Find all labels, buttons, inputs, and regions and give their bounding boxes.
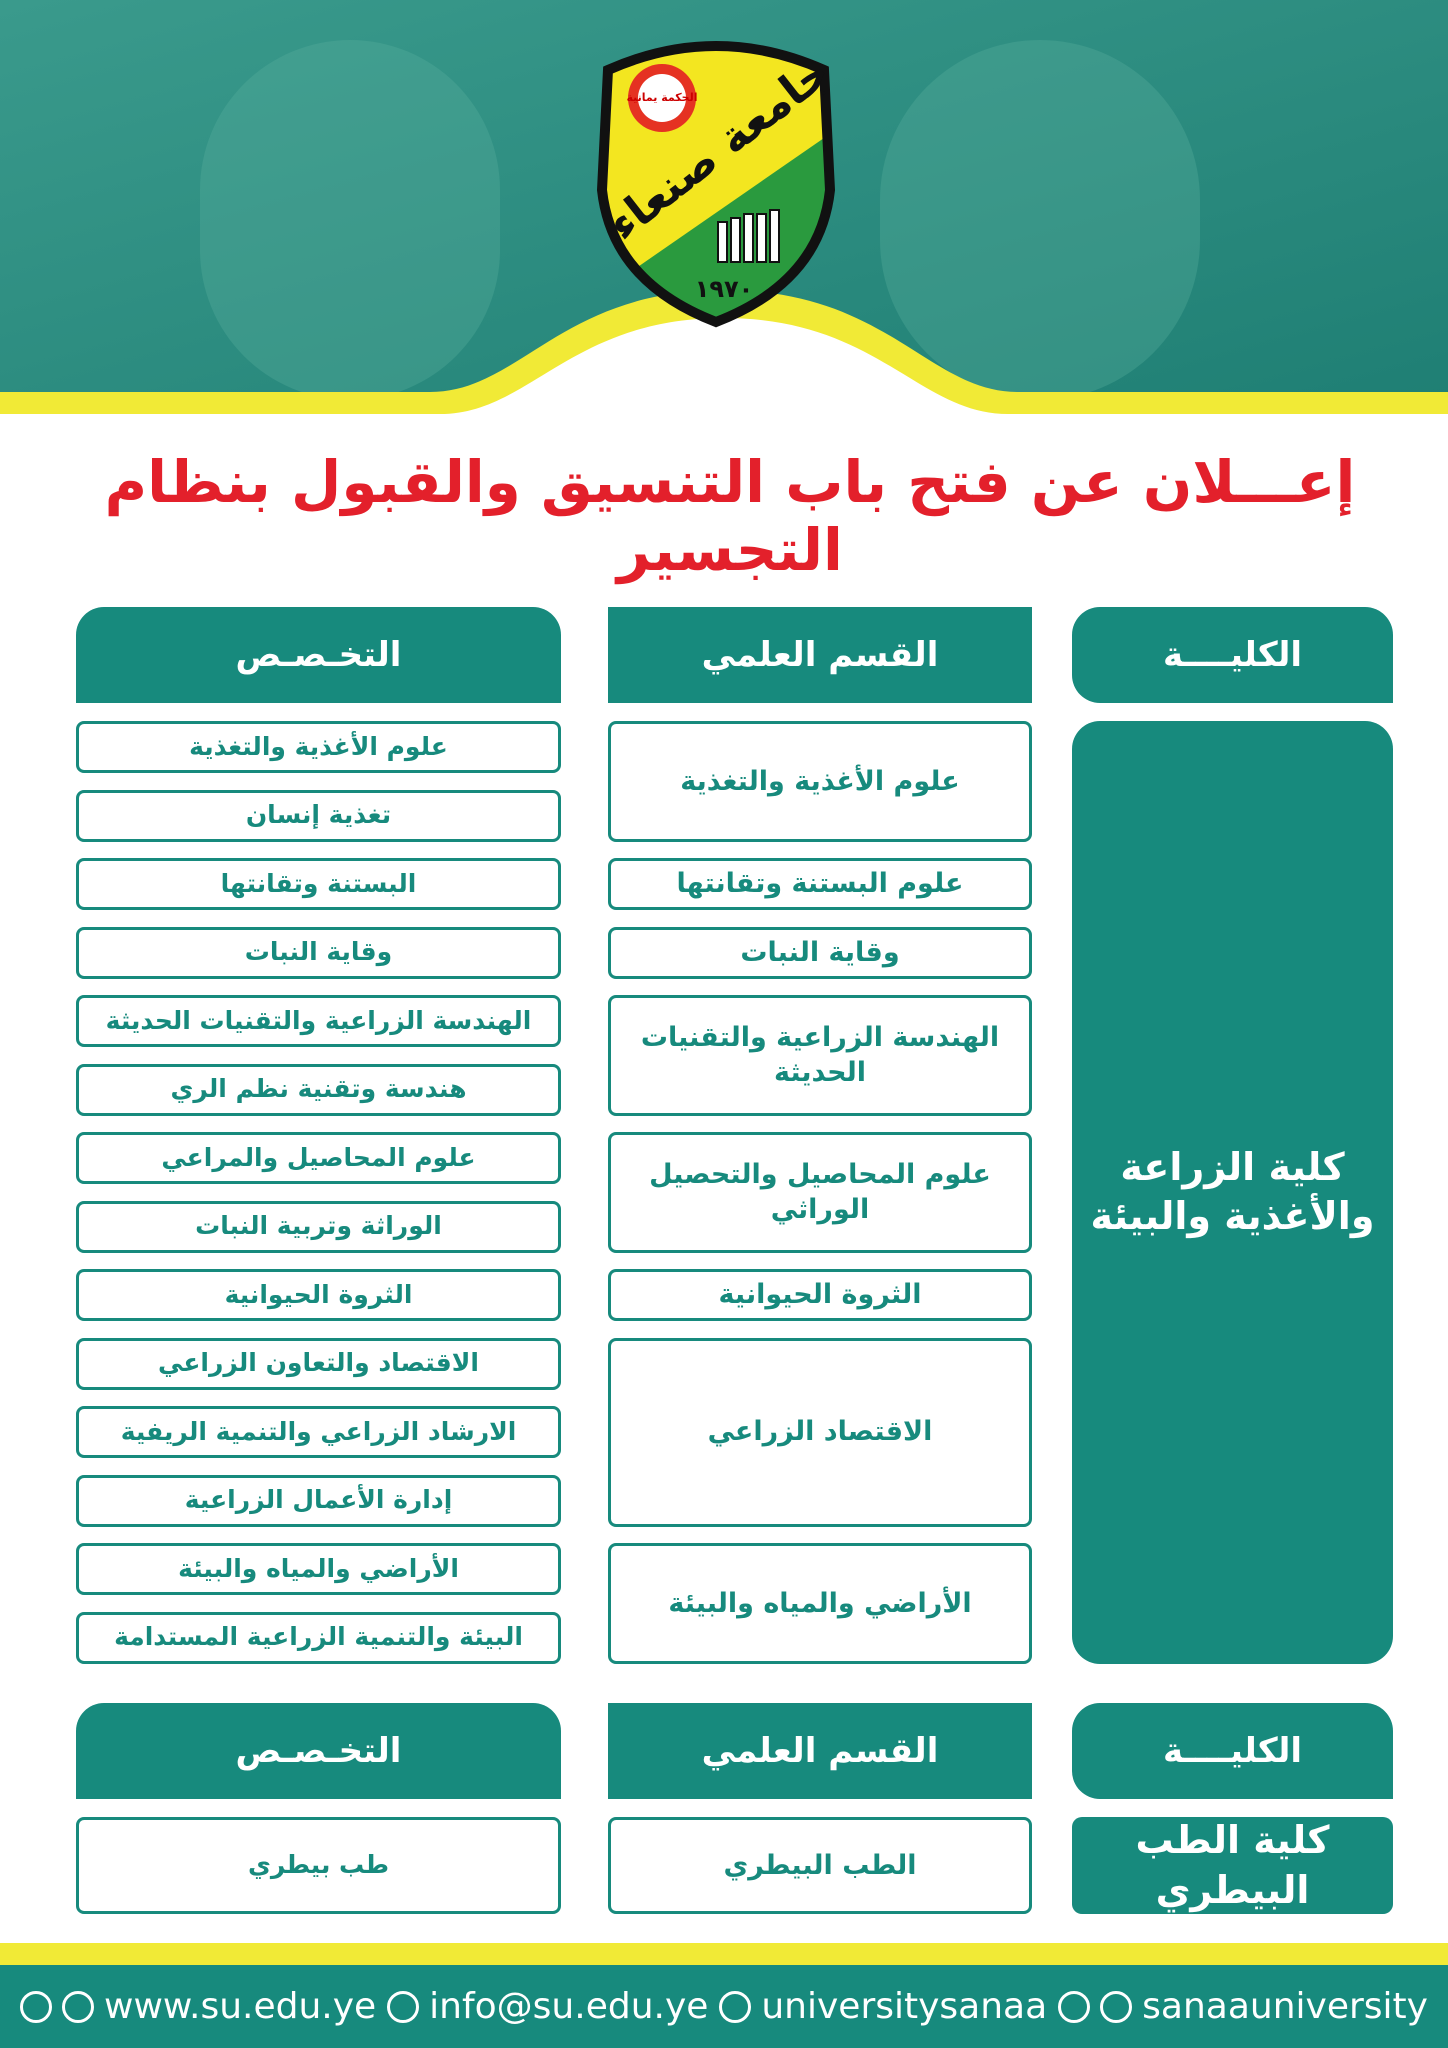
title: إعـــلان عن فتح باب التنسيق والقبول بنظا…	[104, 448, 1356, 584]
social: sanaauniversity	[1142, 1986, 1428, 2027]
specialization: الارشاد الزراعي والتنمية الريفية	[76, 1406, 561, 1458]
column-header: الكليــــة	[1072, 607, 1393, 703]
linkedin-icon	[1058, 1990, 1091, 2023]
department: الثروة الحيوانية	[608, 1269, 1032, 1321]
column-header: التخـصـص	[76, 607, 561, 703]
specialization: علوم المحاصيل والمراعي	[76, 1132, 561, 1184]
specialization: البيئة والتنمية الزراعية المستدامة	[76, 1611, 561, 1664]
department: علوم البستنة وتقانتها	[608, 858, 1032, 910]
website: www.su.edu.ye	[104, 1986, 377, 2027]
department: الطب البيطري	[608, 1817, 1032, 1914]
department: الأراضي والمياه والبيئة	[608, 1543, 1032, 1664]
footer-x: universitysanaa	[719, 1986, 1047, 2027]
column-header: القسم العلمي	[608, 1703, 1032, 1799]
department: علوم الأغذية والتغذية	[608, 721, 1032, 842]
email: info@su.edu.ye	[429, 1986, 709, 2027]
mail-icon	[387, 1990, 420, 2023]
specialization: الوراثة وتربية النبات	[76, 1200, 561, 1253]
department: الهندسة الزراعية والتقنيات الحديثة	[608, 995, 1032, 1116]
specialization: تغذية إنسان	[76, 789, 561, 842]
department: الاقتصاد الزراعي	[608, 1337, 1032, 1527]
twitter: universitysanaa	[761, 1986, 1048, 2027]
white-wave	[0, 318, 1448, 430]
logo: الحكمة يمانية جامعة صنعاء ١٩٧٠	[596, 41, 840, 328]
globe-icon	[20, 1990, 52, 2023]
arch	[200, 40, 500, 400]
department: علوم المحاصيل والتحصيل الوراثي	[608, 1132, 1032, 1253]
specialization: الاقتصاد والتعاون الزراعي	[76, 1337, 561, 1390]
specialization: إدارة الأعمال الزراعية	[76, 1474, 561, 1527]
specialization: هندسة وتقنية نظم الري	[76, 1063, 561, 1116]
footer: www.su.edu.ye info@su.edu.ye universitys…	[0, 1965, 1448, 2048]
footer-mail: info@su.edu.ye	[387, 1986, 708, 2027]
column-header: الكليــــة	[1072, 1703, 1393, 1799]
logo-columns	[717, 209, 780, 263]
column-header: التخـصـص	[76, 1703, 561, 1799]
specialization: الهندسة الزراعية والتقنيات الحديثة	[76, 995, 561, 1047]
shield-outline	[596, 41, 836, 328]
header-banner: الحكمة يمانية جامعة صنعاء ١٩٧٠	[0, 0, 1448, 430]
column-header: القسم العلمي	[608, 607, 1032, 703]
footer-stripe	[0, 1943, 1448, 1965]
logo-motto: الحكمة يمانية	[626, 91, 697, 104]
specialization: وقاية النبات	[76, 926, 561, 979]
x-icon	[719, 1990, 752, 2023]
footer-web: www.su.edu.ye	[20, 1986, 376, 2027]
specialization: طب بيطري	[76, 1817, 561, 1914]
sun-core	[638, 74, 686, 122]
facebook-icon	[62, 1990, 94, 2023]
department: وقاية النبات	[608, 926, 1032, 979]
arch	[880, 40, 1200, 400]
college: كلية الزراعة والأغذية والبيئة	[1072, 721, 1393, 1664]
footer-social: sanaauniversity	[1058, 1986, 1428, 2027]
specialization: الثروة الحيوانية	[76, 1269, 561, 1321]
specialization: علوم الأغذية والتغذية	[76, 721, 561, 773]
specialization: الأراضي والمياه والبيئة	[76, 1543, 561, 1595]
college: كلية الطب البيطري	[1072, 1817, 1393, 1914]
instagram-icon	[1100, 1990, 1133, 2023]
specialization: البستنة وتقانتها	[76, 858, 561, 910]
logo-year: ١٩٧٠	[695, 275, 754, 303]
